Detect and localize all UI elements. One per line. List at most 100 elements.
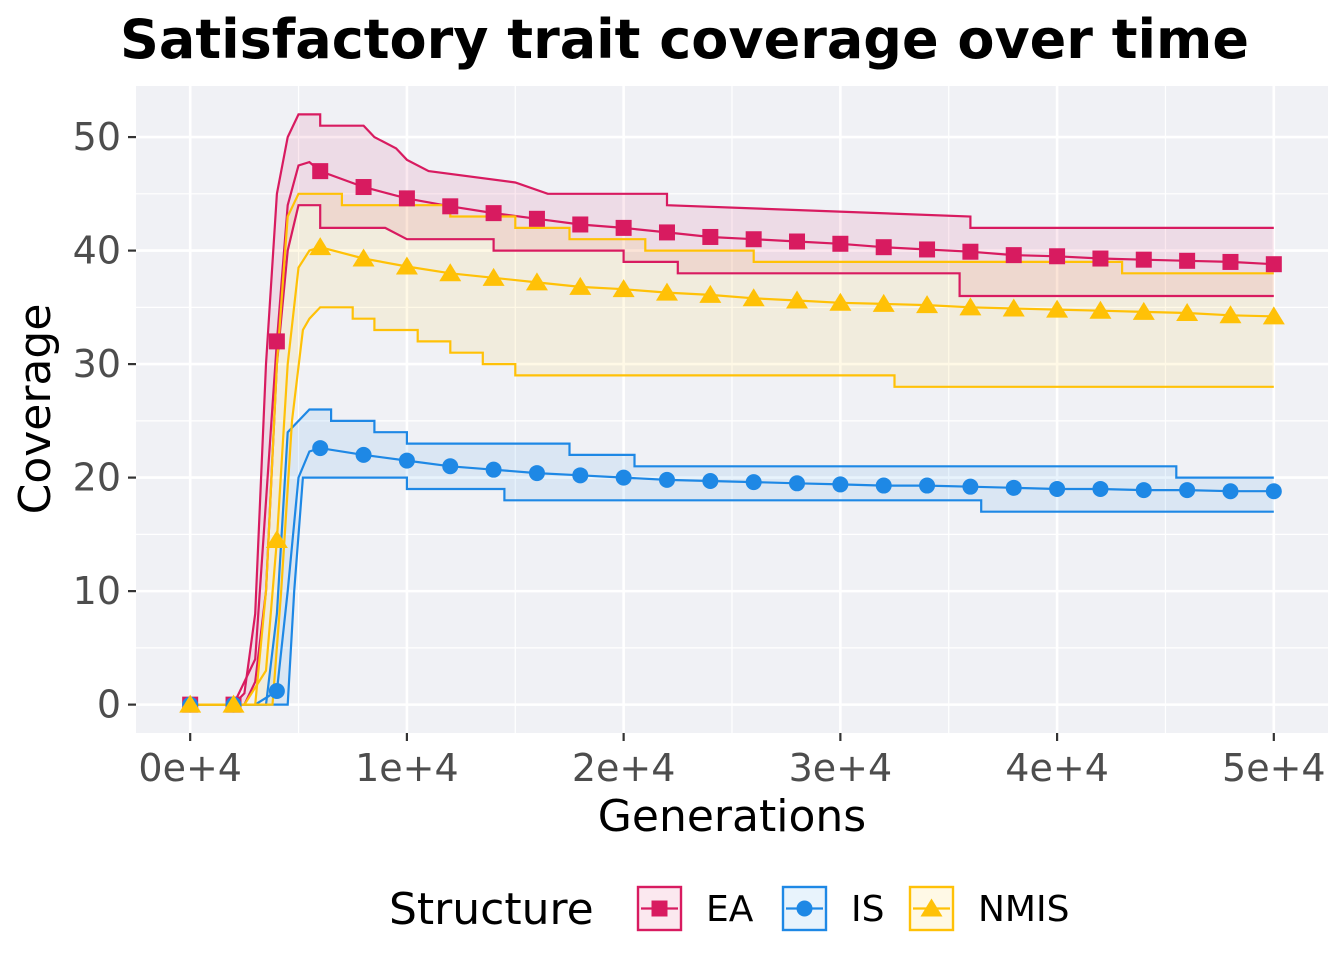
is-point — [442, 458, 459, 475]
nmis-point — [829, 292, 852, 311]
is-point — [572, 467, 589, 484]
y-tick-labels: 0 10 20 30 40 50 — [73, 115, 121, 727]
y-tick-label: 50 — [73, 115, 121, 159]
is-point — [1222, 483, 1239, 500]
legend-item-nmis: NMIS — [908, 885, 1069, 932]
legend-marker-nmis — [920, 898, 943, 917]
nmis-point — [525, 272, 548, 291]
legend-label-nmis: NMIS — [978, 889, 1069, 930]
ea-point — [1049, 248, 1066, 265]
x-tick-label: 5e+4 — [1222, 746, 1326, 790]
is-point — [702, 473, 719, 490]
x-tick-label: 4e+4 — [1005, 746, 1109, 790]
is-band — [190, 409, 1274, 705]
is-point — [485, 461, 502, 478]
nmis-mean-line — [190, 246, 1274, 706]
nmis-point — [612, 279, 635, 298]
ea-point — [1265, 256, 1282, 273]
is-point — [615, 469, 632, 486]
ea-point — [658, 224, 675, 241]
is-point — [832, 476, 849, 493]
x-tick-label: 2e+4 — [572, 746, 676, 790]
nmis-point — [1132, 301, 1155, 320]
y-tick-label: 20 — [73, 456, 121, 500]
nmis-point — [916, 295, 939, 314]
is-point — [1265, 483, 1282, 500]
ea-point — [919, 241, 936, 258]
x-tick-labels: 0e+4 1e+4 2e+4 3e+4 4e+4 5e+4 — [138, 746, 1325, 790]
nmis-point — [439, 263, 462, 282]
is-point — [528, 465, 545, 482]
is-point — [658, 471, 675, 488]
nmis-point — [1046, 299, 1069, 318]
y-axis-title: Coverage — [10, 304, 61, 515]
is-point — [789, 475, 806, 492]
ea-point — [745, 231, 762, 248]
is-point — [312, 440, 329, 457]
x-tick-label: 1e+4 — [355, 746, 459, 790]
ea-point — [615, 219, 632, 236]
nmis-upper-line — [190, 192, 1274, 706]
nmis-point — [655, 282, 678, 301]
legend-label-ea: EA — [706, 889, 754, 930]
is-point — [1005, 479, 1022, 496]
is-point — [1092, 480, 1109, 497]
x-tick-label: 3e+4 — [789, 746, 893, 790]
legend-label-is: IS — [851, 889, 884, 930]
is-point — [1049, 480, 1066, 497]
nmis-point — [742, 288, 765, 307]
y-tick-label: 40 — [73, 229, 121, 273]
nmis-lower-line — [190, 306, 1274, 706]
nmis-point — [309, 237, 332, 256]
y-tick-label: 30 — [73, 342, 121, 386]
is-point — [268, 683, 285, 700]
nmis-point — [395, 256, 418, 275]
ea-point — [1135, 251, 1152, 268]
is-point — [355, 446, 372, 463]
legend-marker-ea — [651, 900, 668, 917]
ea-upper-line — [190, 113, 1274, 706]
is-upper-line — [190, 408, 1274, 706]
x-axis-title: Generations — [598, 791, 866, 842]
ea-point — [1222, 253, 1239, 270]
is-point — [875, 477, 892, 494]
nmis-point — [482, 267, 505, 286]
ea-point — [268, 333, 285, 350]
is-point — [1179, 482, 1196, 499]
ea-point — [702, 228, 719, 245]
nmis-point — [352, 248, 375, 267]
ea-point — [398, 190, 415, 207]
is-lower-line — [190, 476, 1274, 706]
nmis-point — [265, 530, 288, 549]
is-point — [919, 477, 936, 494]
ea-point — [355, 179, 372, 196]
nmis-point — [1089, 300, 1112, 319]
ea-point — [962, 243, 979, 260]
nmis-band — [190, 193, 1274, 705]
ea-point — [1092, 250, 1109, 267]
ea-point — [875, 239, 892, 256]
nmis-point — [1219, 305, 1242, 324]
is-point — [745, 474, 762, 491]
legend-item-ea: EA — [636, 885, 754, 932]
ea-point — [485, 205, 502, 222]
ea-point — [1005, 247, 1022, 264]
nmis-point — [1002, 298, 1025, 317]
legend-item-is: IS — [781, 885, 884, 932]
x-tick-label: 0e+4 — [138, 746, 242, 790]
legend-marker-is — [796, 900, 813, 917]
ea-point — [442, 198, 459, 215]
nmis-point — [179, 694, 202, 713]
nmis-point — [1176, 303, 1199, 322]
is-point — [398, 452, 415, 469]
is-point — [1135, 482, 1152, 499]
y-tick-label: 0 — [97, 683, 121, 727]
series-markers — [179, 163, 1285, 713]
chart-title: Satisfactory trait coverage over time — [120, 8, 1249, 71]
ea-point — [1179, 252, 1196, 269]
ea-point — [572, 216, 589, 233]
nmis-point — [872, 293, 895, 312]
nmis-point — [569, 276, 592, 295]
ea-point — [832, 235, 849, 252]
axis-ticks — [128, 135, 1275, 741]
